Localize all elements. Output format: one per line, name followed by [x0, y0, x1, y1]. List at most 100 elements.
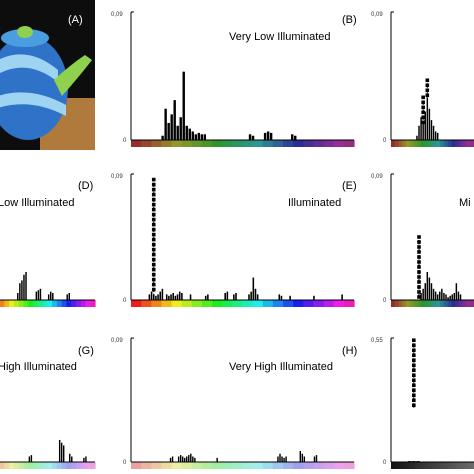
color-strip-segment — [201, 462, 213, 469]
whisker-point — [412, 388, 416, 393]
whisker-point — [417, 285, 421, 289]
whisker-point — [421, 110, 425, 115]
color-strip-segment — [470, 462, 474, 469]
histogram-bar — [30, 455, 33, 462]
histogram-bar — [192, 456, 194, 462]
whisker-point — [151, 222, 156, 227]
histogram-bar — [190, 453, 192, 462]
histogram-bar — [71, 456, 73, 462]
histogram-bar — [23, 274, 25, 300]
color-strip-segment — [458, 300, 464, 307]
whisker-point — [151, 252, 156, 257]
histogram-bar — [233, 294, 235, 300]
histogram-bar — [422, 122, 424, 140]
whisker-point — [151, 232, 156, 237]
whisker-point — [151, 277, 156, 282]
histogram-bar — [443, 293, 445, 300]
histogram-bar — [280, 295, 283, 300]
histogram-bar — [266, 131, 270, 140]
color-strip-segment — [272, 300, 284, 307]
histogram-bar — [182, 71, 185, 140]
histogram-bar — [224, 293, 226, 300]
color-strip-segment — [283, 462, 294, 469]
histogram-bar — [424, 111, 426, 140]
color-strip-segment — [71, 300, 77, 307]
histogram-bar — [181, 293, 183, 300]
panel-b-letter: (B) — [342, 14, 357, 26]
histogram-bar — [52, 293, 54, 300]
histogram-bar — [277, 456, 279, 462]
color-strip-segment — [18, 300, 25, 307]
color-strip-segment — [470, 140, 474, 147]
color-strip-segment — [313, 300, 325, 307]
histogram-bar — [263, 132, 267, 140]
panel-g-title: High Illuminated — [0, 361, 77, 373]
histogram-bar — [289, 295, 291, 300]
histogram-bar — [341, 294, 343, 300]
color-strip-segment — [141, 300, 152, 307]
y-tick-label-max: 0,09 — [111, 174, 123, 180]
histogram-bar — [169, 457, 172, 462]
histogram-bar — [83, 457, 85, 462]
histogram-bar — [299, 450, 301, 462]
chart-panel-e: 0,09 0 — [111, 173, 355, 307]
histogram-bar — [17, 293, 19, 300]
whisker-point — [412, 348, 416, 353]
color-strip-segment — [75, 300, 82, 307]
histogram-bar — [186, 456, 188, 462]
whisker-point — [421, 105, 425, 110]
color-strip-segment — [222, 300, 233, 307]
histogram-bar — [204, 295, 207, 300]
color-strip-segment — [66, 462, 72, 469]
color-strip-segment — [455, 462, 460, 469]
color-strip-segment — [56, 300, 63, 307]
histogram-bar — [412, 461, 416, 462]
color-strip-segment — [151, 140, 163, 147]
color-strip-segment — [71, 462, 77, 469]
color-strip-segment — [394, 462, 400, 469]
color-strip-segment — [466, 140, 471, 147]
histogram-bar — [148, 294, 151, 300]
color-strip-segment — [398, 300, 403, 307]
histogram-bar — [313, 456, 316, 462]
histogram-bar — [426, 97, 429, 140]
color-strip-segment — [151, 462, 163, 469]
y-tick-label-zero: 0 — [123, 138, 127, 144]
color-strip-segment — [222, 140, 233, 147]
histogram-bar — [256, 294, 259, 300]
color-strip-segment — [37, 300, 44, 307]
histogram-bar — [416, 461, 420, 462]
color-strip-segment — [455, 300, 460, 307]
histogram-bar — [428, 277, 431, 300]
color-strip-segment — [141, 140, 152, 147]
histogram-bar — [179, 117, 182, 140]
y-tick-label-max: 0,55 — [371, 338, 383, 344]
color-strip-segment — [283, 300, 294, 307]
panel-a-letter: (A) — [68, 14, 83, 26]
color-strip-segment — [242, 140, 254, 147]
histogram-bar — [313, 295, 315, 300]
whisker-point — [421, 100, 425, 105]
histogram-bar — [35, 291, 38, 300]
chart-panel-b: 0,09 0 — [111, 11, 355, 147]
whisker-point — [412, 398, 416, 403]
histogram-bar — [68, 293, 70, 300]
color-strip-segment — [131, 462, 142, 469]
y-tick-label-max: 0,09 — [111, 338, 123, 344]
histogram-bar — [436, 294, 439, 300]
color-strip-segment — [451, 140, 456, 147]
whisker-point — [417, 260, 421, 264]
color-strip-segment — [90, 462, 96, 469]
color-strip-segment — [18, 462, 25, 469]
color-strip-segment — [462, 300, 468, 307]
histogram-bar — [451, 294, 453, 300]
histogram-bar — [66, 294, 68, 300]
color-strip-segment — [32, 462, 39, 469]
color-strip-segment — [323, 300, 335, 307]
color-strip-segment — [447, 462, 452, 469]
color-strip-segment — [466, 462, 471, 469]
chart-panel-h: 0,09 0 — [111, 337, 355, 469]
color-strip-segment — [161, 300, 173, 307]
panel-h-letter: (H) — [342, 345, 358, 357]
